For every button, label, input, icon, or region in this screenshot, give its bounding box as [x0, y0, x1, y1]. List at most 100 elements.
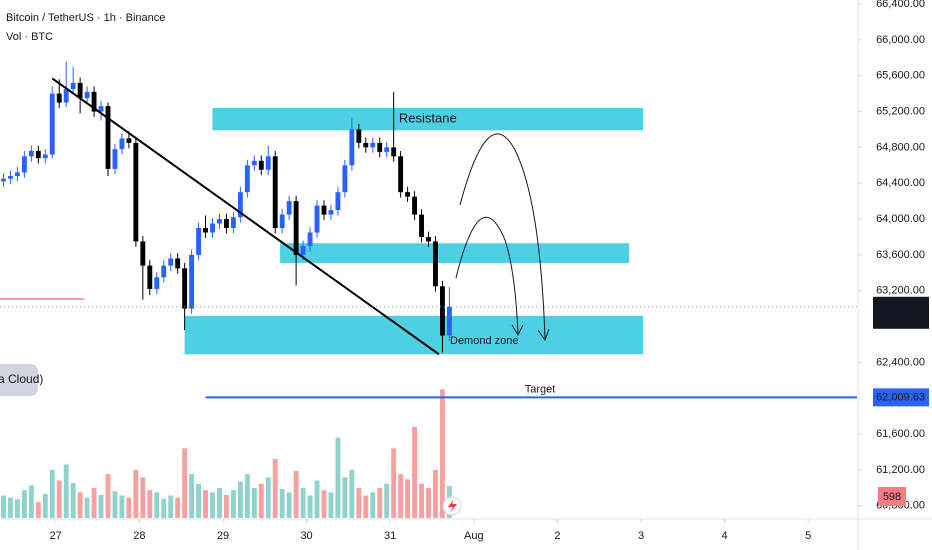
candle-body	[244, 165, 250, 193]
candle-body	[293, 201, 299, 255]
price-tag-label: 63,020.66	[876, 301, 925, 313]
candle-body	[42, 154, 48, 159]
candle-body	[237, 192, 243, 218]
x-tick-label: 30	[300, 530, 312, 542]
volume-bar	[258, 483, 264, 518]
arrow-head	[511, 324, 524, 337]
x-tick-label: 27	[50, 530, 62, 542]
volume-bar	[349, 469, 355, 518]
candle-body	[419, 214, 424, 237]
candle-body	[217, 219, 222, 224]
volume-bar	[98, 494, 104, 518]
button-label[interactable]: a Cloud)	[0, 372, 43, 386]
candle-body	[356, 129, 362, 143]
candle-body	[328, 210, 334, 215]
zone	[184, 315, 644, 355]
candle-body	[126, 138, 132, 143]
volume-bar	[77, 492, 83, 518]
candle-body	[342, 165, 348, 193]
y-tick-label: 66,000.00	[876, 34, 925, 46]
volume-bar	[217, 488, 222, 518]
candle-body	[210, 223, 215, 233]
x-tick-label: 31	[384, 530, 396, 542]
candle-body	[49, 93, 55, 155]
candle-body	[307, 232, 313, 246]
y-tick-label: 65,200.00	[876, 105, 925, 117]
volume-bar	[419, 483, 424, 518]
volume-bar	[133, 469, 139, 518]
candle-body	[70, 82, 76, 90]
volume-tag-label: 598	[883, 491, 901, 503]
candle-body	[196, 228, 202, 255]
candle-body	[56, 93, 62, 103]
candle-body	[189, 254, 195, 309]
candle-body	[384, 147, 390, 152]
volume-bar	[405, 479, 411, 518]
candle-body	[182, 268, 188, 309]
x-tick-label: 29	[217, 530, 229, 542]
candle-body	[21, 156, 27, 173]
volume-bar	[433, 469, 438, 518]
candle-body	[230, 217, 236, 229]
volume-bar	[300, 488, 306, 518]
volume-bar	[147, 490, 153, 518]
candle-body	[14, 172, 20, 177]
candle-body	[84, 91, 90, 99]
candle-body	[349, 129, 355, 166]
candle-body	[321, 205, 327, 215]
candle-body	[112, 149, 118, 169]
zone-label: Demond zone	[450, 335, 519, 347]
candle-body	[439, 286, 445, 336]
volume-bar	[314, 480, 320, 518]
volume-bar	[377, 488, 383, 518]
volume-bar	[342, 477, 348, 518]
y-tick-label: 62,400.00	[876, 356, 925, 368]
volume-bar	[112, 491, 118, 518]
candle-body	[63, 89, 69, 103]
volume-bar	[189, 474, 195, 518]
volume-bar	[91, 488, 97, 518]
volume-bar	[28, 485, 34, 518]
volume-tag	[878, 487, 906, 506]
zone-label: Resistane	[399, 111, 457, 126]
volume-bar	[439, 389, 445, 518]
candle-body	[251, 160, 257, 166]
candle-body	[370, 142, 376, 148]
projection-arrow	[459, 133, 546, 339]
candle-body	[412, 196, 418, 215]
volume-bar	[279, 489, 285, 518]
candle-body	[265, 156, 271, 170]
y-tick-label: 61,600.00	[876, 428, 925, 440]
indicator-button[interactable]	[0, 364, 38, 396]
volume-bar	[175, 497, 181, 518]
volume-bar	[293, 470, 299, 518]
volume-bar	[14, 499, 20, 518]
volume-bar	[328, 492, 334, 518]
candle-body	[224, 219, 229, 229]
candle-body	[433, 241, 438, 287]
y-tick-label: 64,400.00	[876, 177, 925, 189]
volume-bar	[224, 494, 229, 518]
volume-bar	[412, 426, 418, 518]
volume-bar	[168, 495, 174, 518]
y-tick-label: 61,200.00	[876, 464, 925, 476]
candle-body	[279, 214, 285, 229]
volume-bar	[391, 448, 397, 518]
zone	[212, 107, 644, 131]
volume-bar	[21, 490, 27, 518]
candle-body	[91, 91, 97, 112]
candle-body	[168, 258, 174, 266]
volume-bar	[384, 483, 390, 518]
volume-bar	[210, 492, 215, 518]
trend-line	[51, 77, 440, 356]
volume-bar	[126, 497, 132, 518]
x-tick-label: 5	[805, 530, 811, 542]
y-tick-label: 66,400.00	[876, 0, 925, 10]
x-tick-label: 28	[133, 530, 145, 542]
y-tick-label: 64,800.00	[876, 141, 925, 153]
volume-bar	[161, 498, 167, 518]
volume-bar	[370, 492, 376, 518]
candle-body	[98, 106, 104, 112]
volume-bar	[286, 492, 292, 518]
